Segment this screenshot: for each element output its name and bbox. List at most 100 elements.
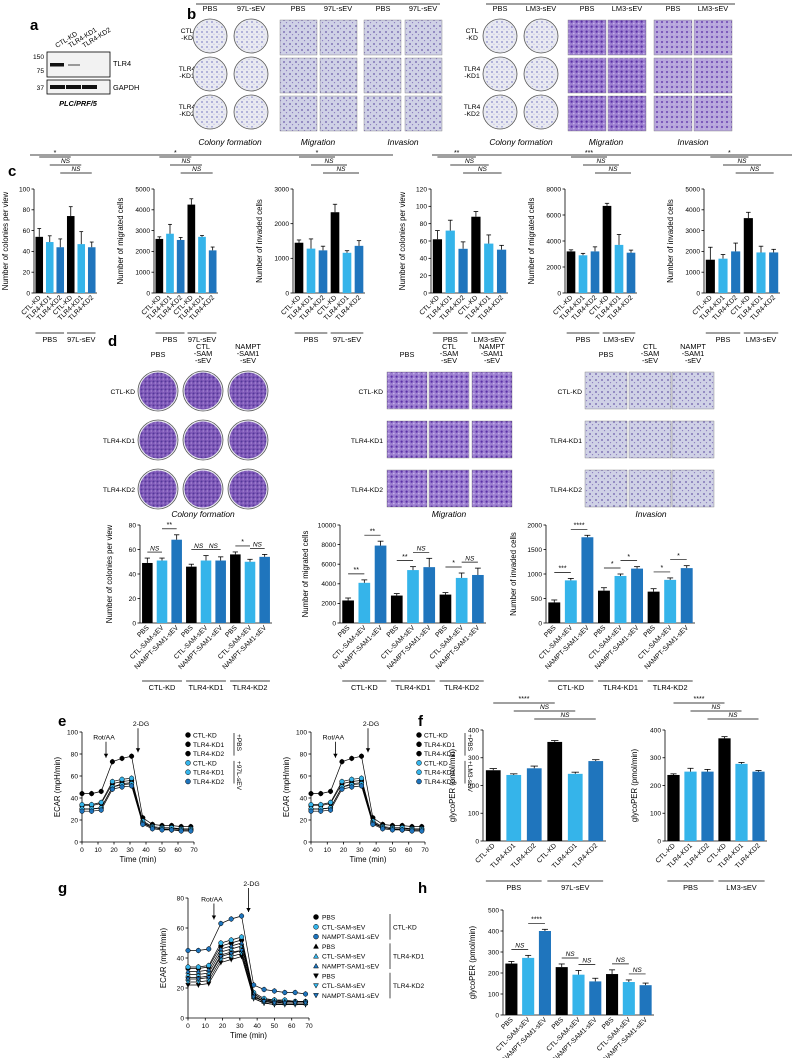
data-point <box>370 821 376 827</box>
y-tick-label: 80 <box>420 221 428 228</box>
series-line <box>188 915 306 995</box>
legend-entry: TLR4-KD2 <box>424 779 455 786</box>
legend-entry: TLR4-KD1 <box>424 770 455 777</box>
y-tick-label: 2000 <box>527 522 542 529</box>
micrograph-tile <box>319 19 358 56</box>
micrograph-tile <box>428 371 470 410</box>
y-tick-label: 80 <box>177 895 185 902</box>
data-point <box>149 826 155 832</box>
bar <box>230 554 241 623</box>
injection-label: 2-DG <box>363 721 379 728</box>
column-header: LM3-sEV <box>698 4 728 13</box>
group-label: 97L-sEV <box>188 335 216 344</box>
legend-group-label: +LM3-sEV <box>466 761 473 793</box>
significance-label: * <box>661 565 664 572</box>
western-blot: CTL-KDTLR4-KD1TLR4-KD21507537TLR4GAPDHPL… <box>33 27 139 108</box>
bar <box>664 579 677 623</box>
y-axis-label: Number of migrated cells <box>301 531 310 618</box>
y-tick-label: 0 <box>657 838 661 845</box>
panel-d-images: PBSCTL-SAM-sEVNAMPT-SAM1-sEVCTL-KDTLR4-K… <box>103 342 715 519</box>
significance-label: NS <box>711 704 721 711</box>
x-tick-label: 60 <box>174 847 182 854</box>
bar <box>330 212 340 293</box>
y-axis-label: Number of migrated cells <box>116 198 125 285</box>
injection-label: Rot/AA <box>201 897 223 904</box>
row-label: -KD <box>181 35 193 42</box>
group-label: PBS <box>304 335 319 344</box>
bar <box>484 243 494 293</box>
colony-stain <box>235 96 267 128</box>
y-tick-label: 100 <box>488 991 499 998</box>
column-header: CTL <box>442 342 456 351</box>
legend-group-label: +97L-sEV <box>235 761 242 791</box>
data-point <box>380 826 386 832</box>
bar <box>752 771 765 841</box>
panel-letter-e: e <box>58 713 66 730</box>
data-point <box>416 769 422 775</box>
data-point <box>218 920 224 927</box>
column-header: PBS <box>376 4 391 13</box>
y-tick-label: 100 <box>19 186 30 193</box>
group-label: LM3-sEV <box>726 883 756 892</box>
micrograph-tile <box>471 371 513 410</box>
data-point <box>327 788 334 794</box>
injection-label: Rot/AA <box>93 735 115 742</box>
legend-group-label: TLR4-KD2 <box>393 983 424 990</box>
image-caption: Invasion <box>677 137 709 147</box>
y-tick-label: 4000 <box>685 207 700 214</box>
significance-label: **** <box>574 522 585 529</box>
legend-entry: CTL-SAM-sEV <box>322 954 366 961</box>
y-tick-label: 60 <box>300 773 308 780</box>
bar <box>572 974 585 1015</box>
y-tick-label: 2000 <box>321 601 336 608</box>
data-point <box>358 753 365 759</box>
group-label: TLR4-KD1 <box>603 683 638 692</box>
data-point <box>89 808 95 814</box>
data-point <box>98 788 104 794</box>
blot-band <box>68 64 80 66</box>
column-header: -sEV <box>484 356 500 365</box>
y-axis-label: glycoPER (pmol/min) <box>468 925 477 999</box>
significance-label: NS <box>336 166 346 173</box>
image-caption: Migration <box>301 137 336 147</box>
data-point <box>349 776 355 782</box>
group-label: PBS <box>683 883 698 892</box>
significance-label: NS <box>253 542 263 549</box>
bar <box>567 773 583 841</box>
bar <box>639 985 652 1015</box>
x-tick-label: 0 <box>186 1023 190 1030</box>
data-point <box>292 989 298 996</box>
colony-stain <box>184 421 222 459</box>
group-label: LM3-sEV <box>604 335 634 344</box>
bar <box>631 568 644 623</box>
row-label: CTL-KD <box>358 389 383 396</box>
bar <box>718 258 728 293</box>
significance-label: NS <box>465 158 475 165</box>
column-header: PBS <box>400 350 415 359</box>
bar <box>306 248 316 293</box>
bar <box>455 577 468 623</box>
row-label: TLR4 <box>464 104 481 111</box>
y-tick-label: 1000 <box>274 256 289 263</box>
y-tick-label: 3000 <box>274 186 289 193</box>
bar <box>318 250 328 293</box>
significance-label: NS <box>616 957 626 964</box>
micrograph-tile <box>279 57 318 94</box>
micrograph-tile <box>471 469 513 508</box>
y-tick-label: 100 <box>416 204 427 211</box>
panel-letter-c: c <box>8 163 16 180</box>
colony-stain <box>194 96 226 128</box>
legend-entry: TLR4-KD2 <box>193 751 224 758</box>
row-label: TLR4 <box>464 66 481 73</box>
micrograph-tile <box>363 19 402 56</box>
micrograph-tile <box>279 95 318 132</box>
significance-label: ** <box>167 522 173 529</box>
colony-stain <box>484 58 516 90</box>
y-tick-label: 500 <box>488 907 499 914</box>
bar <box>342 600 354 623</box>
data-point <box>228 943 234 949</box>
data-point <box>185 968 191 974</box>
legend-entry: CTL-KD <box>424 733 448 740</box>
legend-entry: TLR4-KD1 <box>193 770 224 777</box>
y-tick-label: 60 <box>129 547 137 554</box>
